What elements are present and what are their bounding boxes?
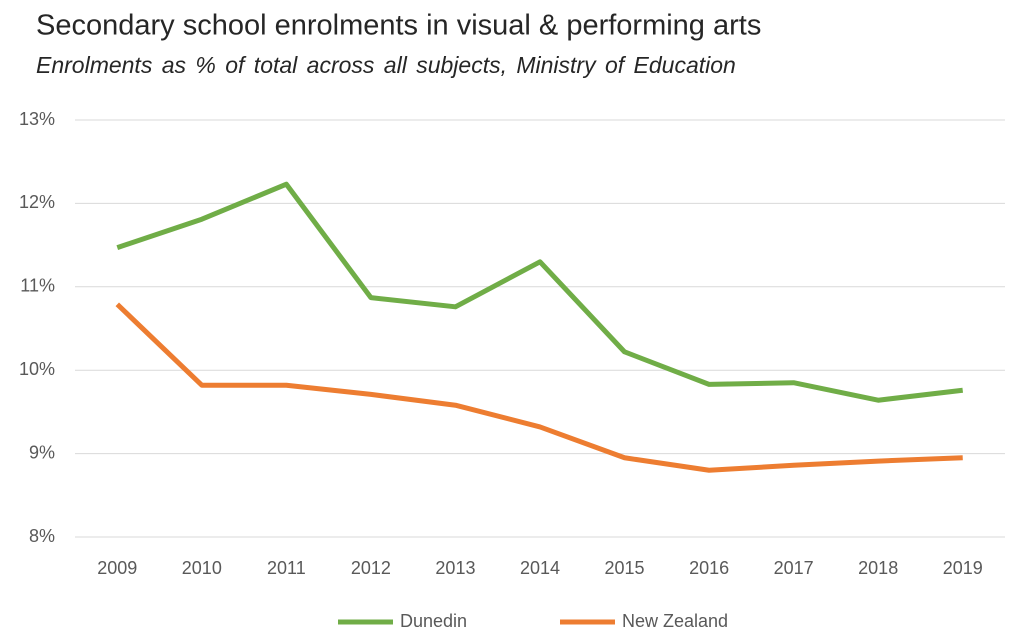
x-tick-label: 2009 [97,558,137,578]
x-tick-label: 2017 [774,558,814,578]
legend-label: Dunedin [400,611,467,631]
x-tick-label: 2018 [858,558,898,578]
x-tick-label: 2015 [605,558,645,578]
x-tick-label: 2012 [351,558,391,578]
y-tick-label: 12% [19,192,55,212]
legend-label: New Zealand [622,611,728,631]
x-tick-label: 2016 [689,558,729,578]
y-tick-label: 9% [29,442,55,462]
y-tick-label: 8% [29,526,55,546]
chart-subtitle: Enrolments as % of total across all subj… [36,52,736,78]
x-tick-label: 2019 [943,558,983,578]
x-tick-label: 2013 [435,558,475,578]
x-tick-label: 2010 [182,558,222,578]
y-tick-label: 10% [19,359,55,379]
chart-title: Secondary school enrolments in visual & … [36,10,761,42]
line-series [116,181,964,403]
line-series [115,302,963,473]
y-tick-label: 13% [19,109,55,129]
y-tick-label: 11% [20,276,55,296]
x-tick-label: 2011 [267,558,306,578]
x-tick-label: 2014 [520,558,560,578]
